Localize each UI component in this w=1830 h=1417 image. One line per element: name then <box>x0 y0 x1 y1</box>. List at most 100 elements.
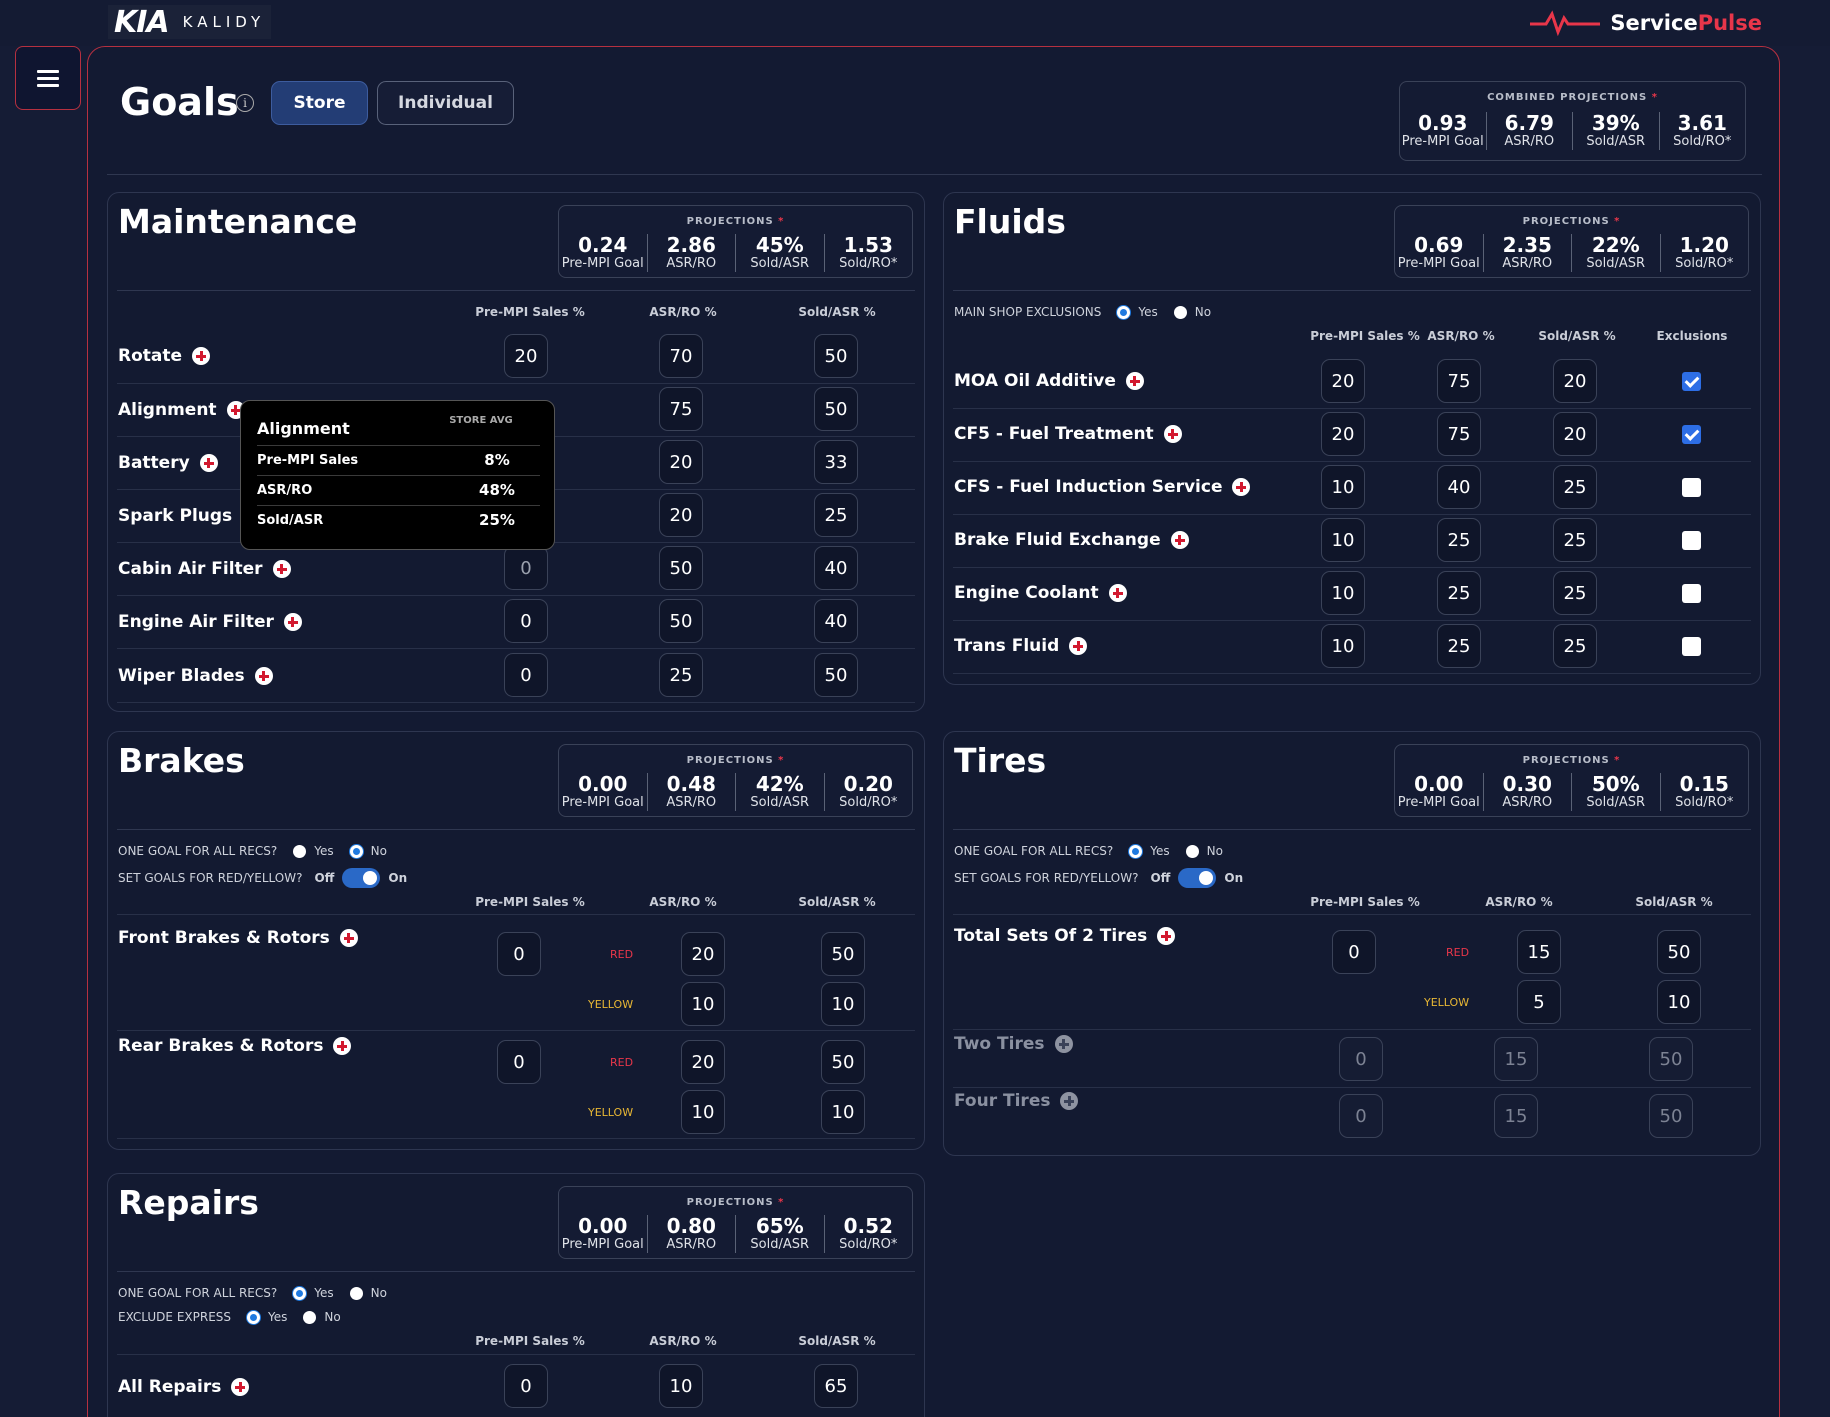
red-sold-asr-input[interactable]: 50 <box>821 1040 865 1084</box>
pre-mpi-input[interactable]: 10 <box>1321 624 1365 668</box>
pre-mpi-input[interactable]: 10 <box>1321 571 1365 615</box>
sold-asr-input[interactable]: 40 <box>814 546 858 590</box>
asr-ro-input[interactable]: 20 <box>659 440 703 484</box>
one-goal-yes-radio[interactable] <box>293 1286 307 1300</box>
sold-asr-input[interactable]: 25 <box>1553 465 1597 509</box>
tooltip-row: ASR/RO 48% <box>257 475 540 504</box>
sold-asr-input[interactable]: 25 <box>1553 571 1597 615</box>
add-icon[interactable] <box>333 1037 352 1055</box>
one-goal-yes-radio[interactable] <box>293 844 307 858</box>
asr-ro-input[interactable]: 25 <box>1437 518 1481 562</box>
red-yellow-toggle[interactable] <box>342 868 381 888</box>
pre-mpi-input[interactable]: 0 <box>497 932 541 976</box>
pre-mpi-input[interactable]: 20 <box>504 334 548 378</box>
yellow-sold-asr-input[interactable]: 10 <box>821 1090 865 1134</box>
exclusion-checkbox[interactable] <box>1682 637 1701 656</box>
sold-asr-input[interactable]: 50 <box>814 653 858 697</box>
sold-asr-input[interactable]: 25 <box>814 493 858 537</box>
proj-label: ASR/RO <box>666 1237 717 1252</box>
red-sold-asr-input[interactable]: 50 <box>821 932 865 976</box>
pre-mpi-input[interactable]: 10 <box>1321 465 1365 509</box>
pre-mpi-input[interactable]: 0 <box>504 599 548 643</box>
red-asr-ro-input[interactable]: 20 <box>681 1040 725 1084</box>
asr-ro-input[interactable]: 50 <box>659 546 703 590</box>
one-goal-no-radio[interactable] <box>349 1286 363 1300</box>
yellow-asr-ro-input[interactable]: 10 <box>681 1090 725 1134</box>
main-shop-yes-radio[interactable] <box>1117 305 1131 319</box>
hamburger-menu-button[interactable] <box>15 46 81 110</box>
exclude-express-yes-radio[interactable] <box>247 1310 261 1324</box>
yellow-asr-ro-input[interactable]: 10 <box>681 982 725 1026</box>
asr-ro-input: 15 <box>1494 1094 1538 1138</box>
add-icon[interactable] <box>1163 425 1182 443</box>
yellow-sold-asr-input[interactable]: 10 <box>821 982 865 1026</box>
yellow-asr-ro-input[interactable]: 5 <box>1517 980 1561 1024</box>
sold-asr-input[interactable]: 25 <box>1553 624 1597 668</box>
asr-ro-input[interactable]: 75 <box>659 387 703 431</box>
main-shop-no-radio[interactable] <box>1173 305 1187 319</box>
exclusion-checkbox[interactable] <box>1682 531 1701 550</box>
add-icon[interactable] <box>1069 637 1088 655</box>
pre-mpi-input[interactable]: 20 <box>1321 412 1365 456</box>
exclusion-checkbox[interactable] <box>1682 425 1701 444</box>
row-divider <box>953 461 1751 462</box>
pre-mpi-input[interactable]: 0 <box>504 653 548 697</box>
sold-asr-input[interactable]: 50 <box>814 334 858 378</box>
add-icon[interactable] <box>1170 531 1189 549</box>
one-goal-yes-radio[interactable] <box>1129 844 1143 858</box>
add-icon[interactable] <box>1157 927 1176 945</box>
tab-individual[interactable]: Individual <box>377 81 514 125</box>
add-icon[interactable] <box>199 454 218 472</box>
exclusion-checkbox[interactable] <box>1682 372 1701 391</box>
add-icon[interactable] <box>1232 478 1251 496</box>
one-goal-no-radio[interactable] <box>1185 844 1199 858</box>
exclusion-checkbox[interactable] <box>1682 584 1701 603</box>
toggle-off-label: Off <box>1150 871 1171 885</box>
radio-label: Yes <box>1150 844 1170 858</box>
pre-mpi-input[interactable]: 10 <box>1321 518 1365 562</box>
red-asr-ro-input[interactable]: 20 <box>681 932 725 976</box>
tab-store[interactable]: Store <box>271 81 368 125</box>
red-asr-ro-input[interactable]: 15 <box>1517 930 1561 974</box>
tires-row-two-tires: Two Tires <box>954 1034 1073 1054</box>
sold-asr-input[interactable]: 65 <box>814 1364 858 1408</box>
pre-mpi-input[interactable]: 0 <box>504 546 548 590</box>
pre-mpi-input[interactable]: 0 <box>1332 930 1376 974</box>
info-icon[interactable]: i <box>236 94 254 112</box>
sold-asr-input[interactable]: 33 <box>814 440 858 484</box>
fluid-row-cfs-fuel-induction: CFS - Fuel Induction Service <box>954 477 1251 497</box>
combined-pre-mpi-value: 0.93 <box>1418 111 1468 135</box>
add-icon[interactable] <box>272 560 291 578</box>
asr-ro-input[interactable]: 20 <box>659 493 703 537</box>
exclude-express-no-radio[interactable] <box>303 1310 317 1324</box>
add-icon[interactable] <box>192 347 211 365</box>
asr-ro-input[interactable]: 50 <box>659 599 703 643</box>
sold-asr-input[interactable]: 50 <box>814 387 858 431</box>
add-icon[interactable] <box>1108 584 1127 602</box>
asr-ro-input[interactable]: 75 <box>1437 412 1481 456</box>
one-goal-no-radio[interactable] <box>349 844 363 858</box>
pre-mpi-input[interactable]: 20 <box>1321 359 1365 403</box>
add-icon[interactable] <box>254 667 273 685</box>
asr-ro-input[interactable]: 75 <box>1437 359 1481 403</box>
sold-asr-input[interactable]: 25 <box>1553 518 1597 562</box>
asr-ro-input[interactable]: 25 <box>1437 571 1481 615</box>
asr-ro-input[interactable]: 70 <box>659 334 703 378</box>
pre-mpi-input[interactable]: 0 <box>504 1364 548 1408</box>
add-icon[interactable] <box>1125 372 1144 390</box>
add-icon[interactable] <box>283 613 302 631</box>
asr-ro-input[interactable]: 25 <box>659 653 703 697</box>
add-icon[interactable] <box>231 1378 250 1396</box>
red-yellow-toggle[interactable] <box>1178 868 1217 888</box>
red-sold-asr-input[interactable]: 50 <box>1657 930 1701 974</box>
sold-asr-input[interactable]: 20 <box>1553 412 1597 456</box>
asr-ro-input[interactable]: 25 <box>1437 624 1481 668</box>
exclusion-checkbox[interactable] <box>1682 478 1701 497</box>
yellow-sold-asr-input[interactable]: 10 <box>1657 980 1701 1024</box>
asr-ro-input[interactable]: 40 <box>1437 465 1481 509</box>
add-icon[interactable] <box>339 929 358 947</box>
asr-ro-input[interactable]: 10 <box>659 1364 703 1408</box>
sold-asr-input[interactable]: 20 <box>1553 359 1597 403</box>
pre-mpi-input[interactable]: 0 <box>497 1040 541 1084</box>
sold-asr-input[interactable]: 40 <box>814 599 858 643</box>
